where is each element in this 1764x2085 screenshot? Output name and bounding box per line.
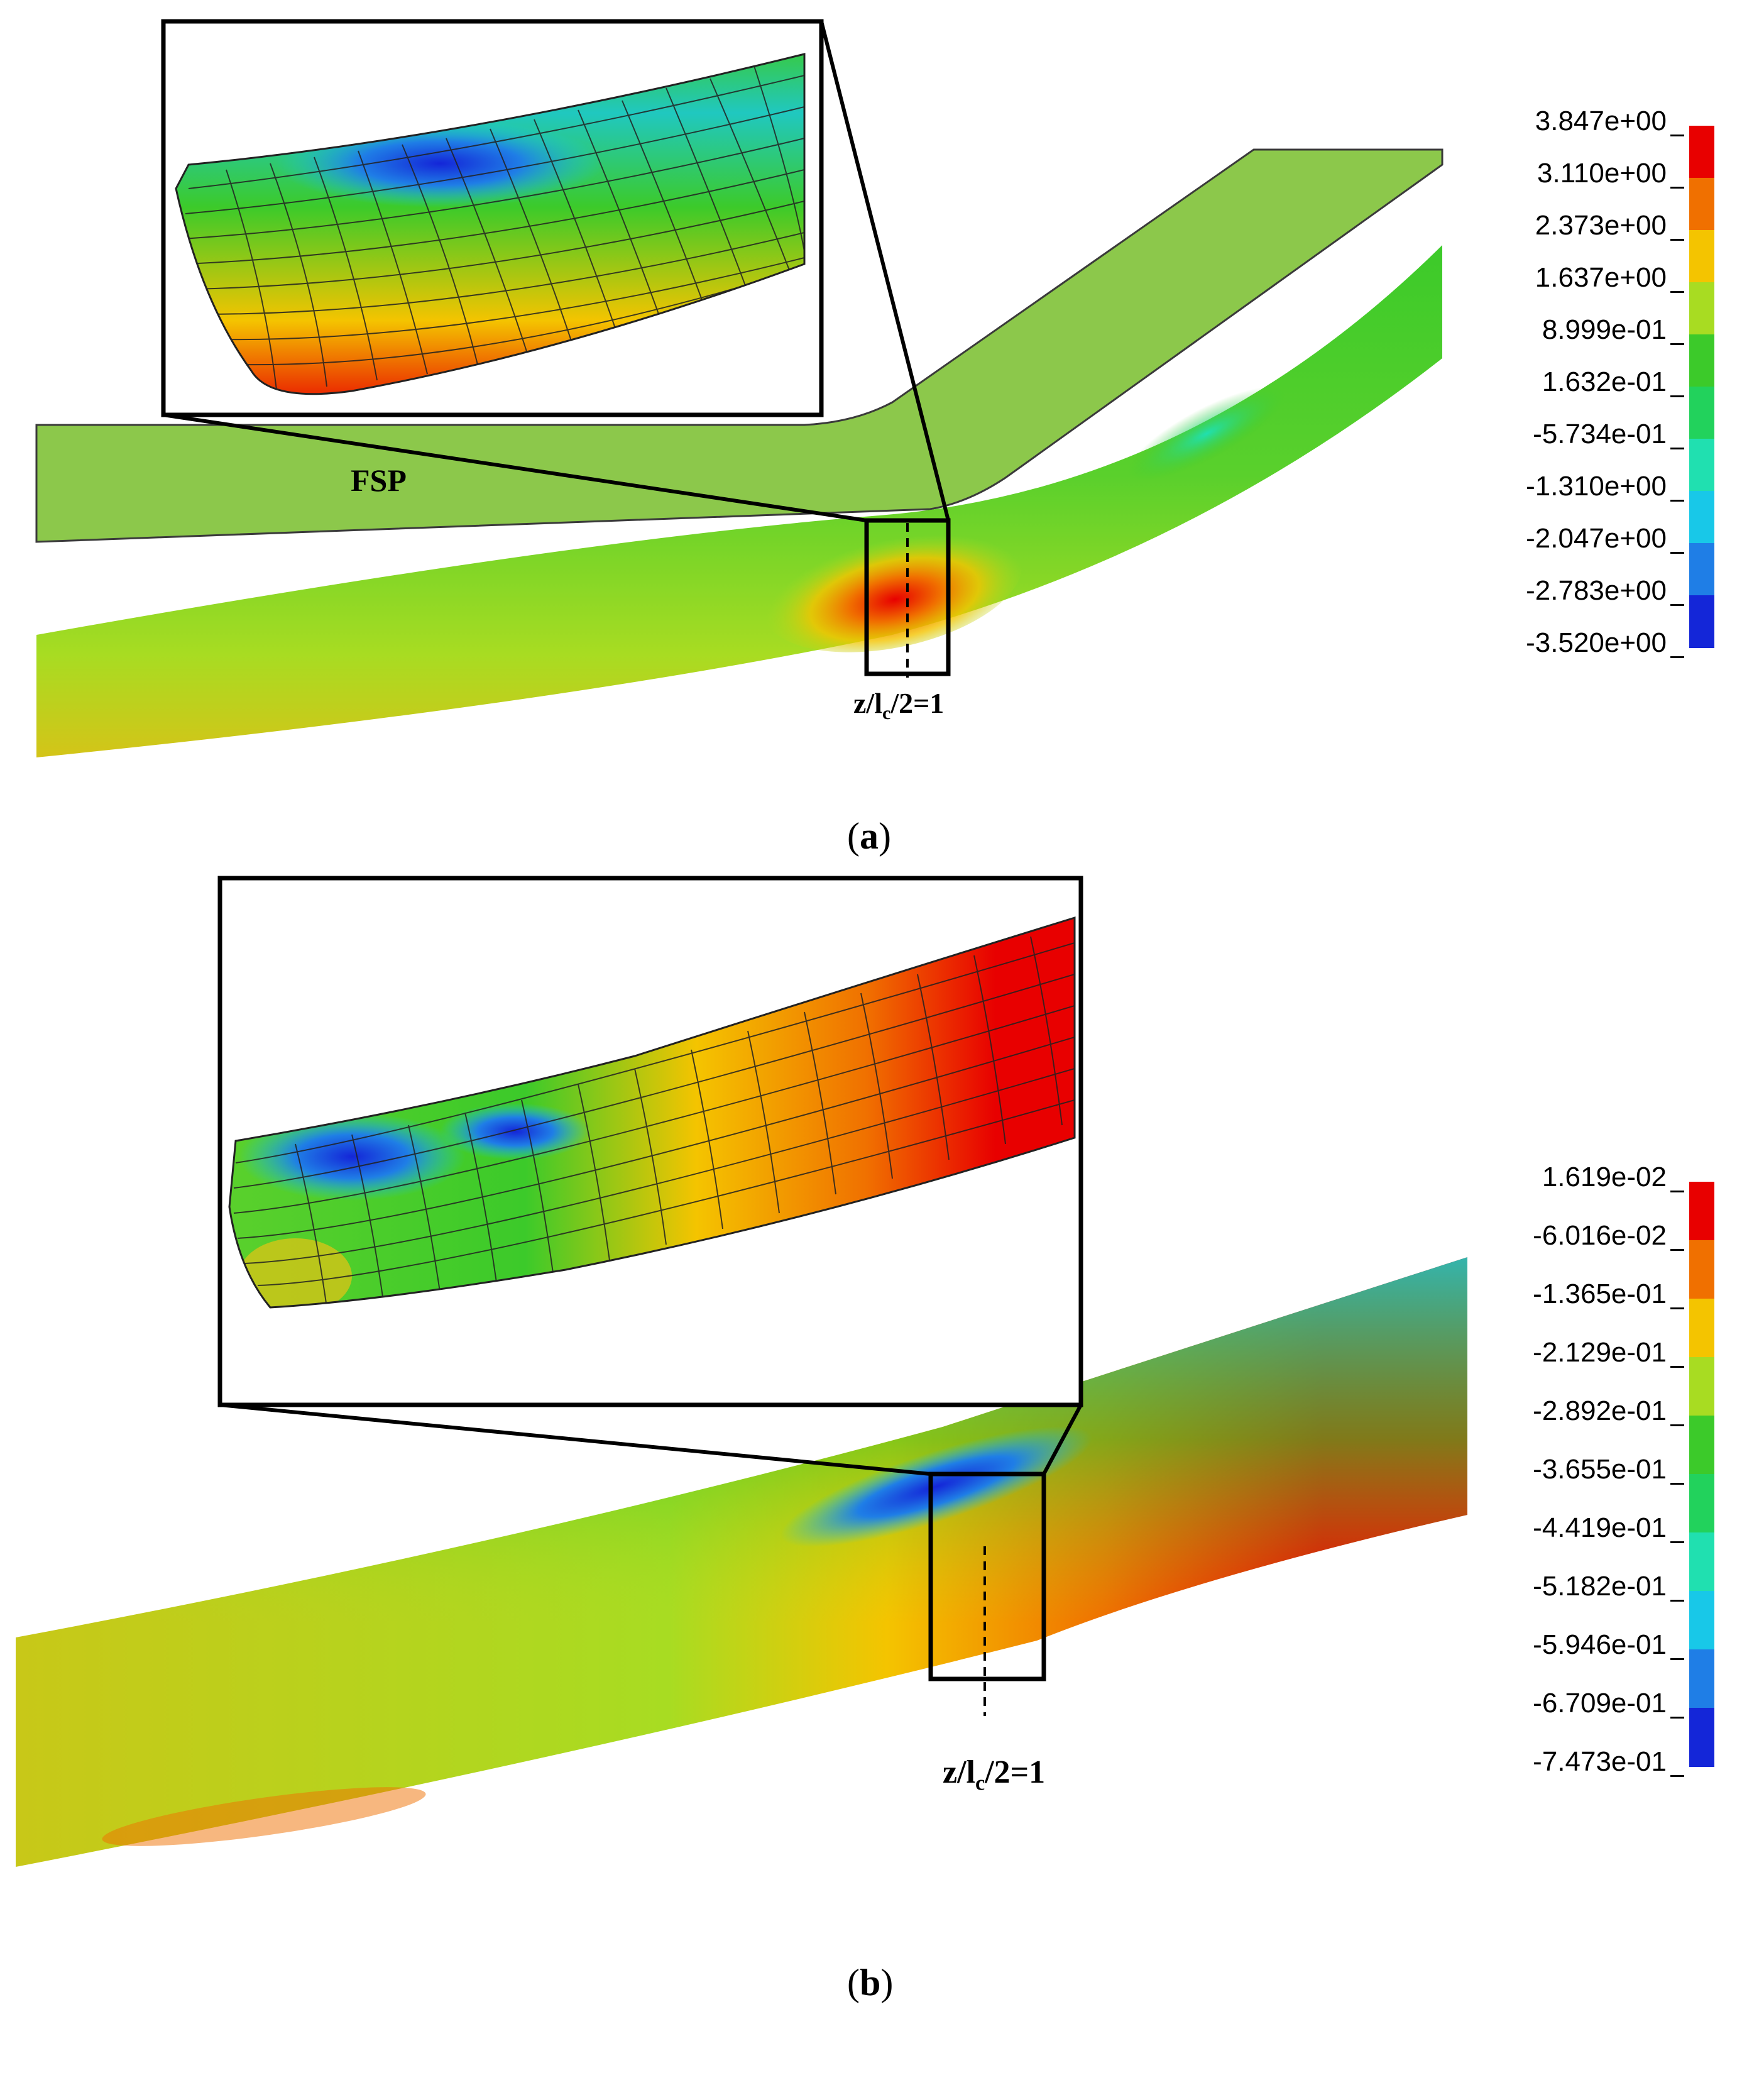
cool-zone: [1127, 387, 1286, 481]
legend-tick: [1670, 656, 1684, 658]
panel-b-figure: [16, 876, 1467, 1867]
beam-band: [36, 245, 1442, 757]
legend-label: 2.373e+00: [1535, 210, 1667, 241]
legend-label: -1.365e-01: [1533, 1279, 1667, 1309]
colorbar-segment: [1689, 1708, 1714, 1767]
colorbar-segment: [1689, 387, 1714, 439]
colorbar-segment: [1689, 1416, 1714, 1475]
cool-zone: [781, 1426, 1092, 1547]
legend-label: -5.182e-01: [1533, 1571, 1667, 1602]
colorbar-segment: [1689, 230, 1714, 283]
legend-tick: [1670, 1717, 1684, 1719]
legend-tick: [1670, 1541, 1684, 1543]
colorbar-segment: [1689, 1357, 1714, 1416]
legend-label: -2.047e+00: [1526, 523, 1667, 554]
fsp-plate: [35, 148, 1444, 543]
legend-a: 3.847e+00 3.110e+00 2.373e+00 1.637e+00 8.99…: [1496, 88, 1722, 658]
connector-line-left: [219, 1403, 931, 1476]
legend-label: 1.619e-02: [1542, 1162, 1667, 1192]
colorbar-segment: [1689, 334, 1714, 387]
legend-tick: [1670, 239, 1684, 241]
legend-label: -2.129e-01: [1533, 1337, 1667, 1368]
panel-a-figure: [35, 19, 1444, 757]
colorbar-segment: [1689, 1649, 1714, 1708]
inset-mesh-outline: [175, 53, 806, 395]
colorbar-segment: [1689, 543, 1714, 596]
panel-b: z/lc/2=1 1.619e-02 -6.016e-02 -1.365e-01 -2…: [0, 867, 1764, 2003]
caption-a: (a): [847, 815, 891, 857]
colorbar-segment: [1689, 1591, 1714, 1650]
location-label: z/lc/2=1: [853, 687, 945, 724]
colorbar-segment: [1689, 126, 1714, 179]
colorbar-segment: [1689, 1474, 1714, 1533]
legend-tick: [1670, 343, 1684, 345]
legend-label: 1.632e-01: [1542, 366, 1667, 397]
colorbar-segment: [1689, 1182, 1714, 1241]
legend-label: -3.655e-01: [1533, 1454, 1667, 1485]
legend-label: 8.999e-01: [1542, 314, 1667, 345]
panel-a: FSP z/lc/2=1 3.847e+00 3.110e+00 2.373e+00…: [0, 0, 1764, 857]
colorbar-segment: [1689, 491, 1714, 544]
inset-mesh-outline: [228, 916, 1076, 1309]
connector-line-right: [819, 21, 950, 521]
colorbar-segment: [1689, 178, 1714, 231]
legend-tick: [1670, 291, 1684, 293]
legend-tick: [1670, 1600, 1684, 1602]
legend-tick: [1670, 1307, 1684, 1309]
colorbar-segment: [1689, 595, 1714, 648]
legend-label: -6.016e-02: [1533, 1220, 1667, 1251]
colorbar-segment: [1689, 1240, 1714, 1299]
legend-label: -2.783e+00: [1526, 575, 1667, 606]
legend-label: 1.637e+00: [1535, 262, 1667, 293]
fsp-label: FSP: [351, 463, 407, 498]
legend-tick: [1670, 135, 1684, 136]
legend-label: -5.734e-01: [1533, 419, 1667, 449]
connector-line-left: [163, 413, 867, 522]
legend-tick: [1670, 604, 1684, 606]
zoom-box: [928, 1472, 1046, 1681]
legend-label: -3.520e+00: [1526, 627, 1667, 658]
colorbar-segment: [1689, 282, 1714, 335]
legend-tick: [1670, 1249, 1684, 1251]
legend-tick: [1670, 395, 1684, 397]
legend-tick: [1670, 1424, 1684, 1426]
legend-label: -2.892e-01: [1533, 1395, 1667, 1426]
colorbar-segment: [1689, 1299, 1714, 1358]
legend-tick: [1670, 500, 1684, 502]
legend-tick: [1670, 552, 1684, 554]
hot-zone: [762, 523, 1022, 652]
legend-label: -4.419e-01: [1533, 1512, 1667, 1543]
legend-tick: [1670, 448, 1684, 449]
legend-tick: [1670, 1483, 1684, 1485]
colorbar-segment: [1689, 1532, 1714, 1592]
legend-label: 3.847e+00: [1535, 106, 1667, 136]
legend-label: 3.110e+00: [1537, 158, 1667, 189]
legend-label: -6.709e-01: [1533, 1688, 1667, 1719]
legend-tick: [1670, 1191, 1684, 1192]
colorbar-segment: [1689, 439, 1714, 492]
caption-b: (b): [847, 1962, 894, 2003]
legend-tick: [1670, 1658, 1684, 1660]
legend-label: -5.946e-01: [1533, 1629, 1667, 1660]
legend-tick: [1670, 1775, 1684, 1777]
legend-tick: [1670, 187, 1684, 189]
legend-label: -7.473e-01: [1533, 1746, 1667, 1777]
location-label: z/lc/2=1: [943, 1754, 1046, 1795]
connector-line-right: [1042, 1404, 1083, 1475]
legend-label: -1.310e+00: [1526, 471, 1667, 502]
legend-tick: [1670, 1366, 1684, 1368]
legend-b: 1.619e-02 -6.016e-02 -1.365e-01 -2.129e-01 -…: [1496, 1144, 1722, 1777]
legend-b-colorbar: [1689, 1182, 1714, 1767]
legend-a-colorbar: [1689, 126, 1714, 648]
